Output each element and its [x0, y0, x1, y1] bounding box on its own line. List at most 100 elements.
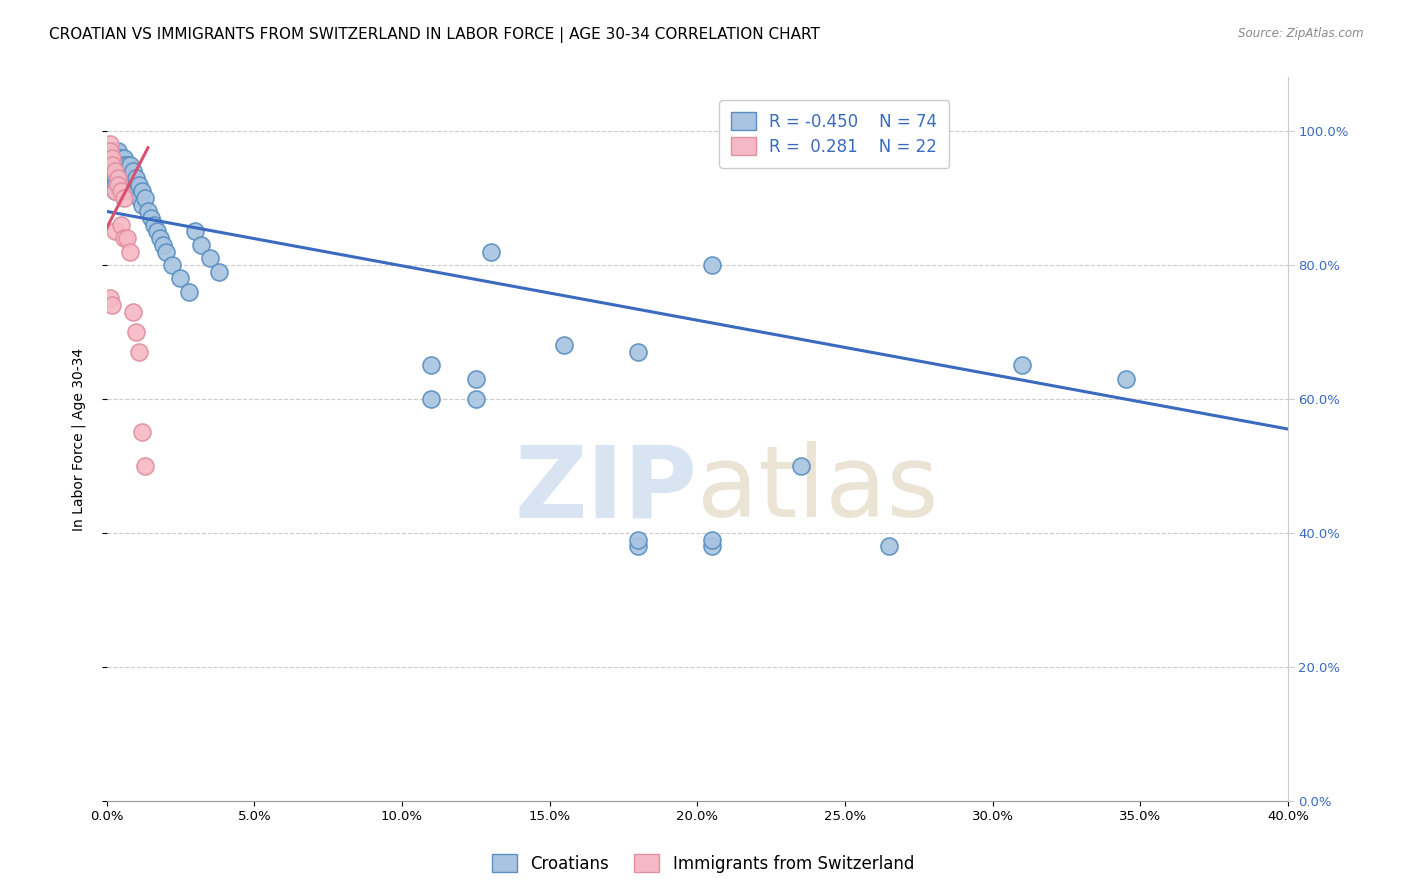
Point — [110, 151, 132, 165]
Point — [104, 164, 127, 178]
Point — [1011, 359, 1033, 373]
Point — [101, 157, 124, 171]
Point — [627, 345, 650, 359]
Point — [117, 231, 139, 245]
Point — [104, 144, 127, 158]
Point — [98, 144, 121, 158]
Legend: Croatians, Immigrants from Switzerland: Croatians, Immigrants from Switzerland — [485, 847, 921, 880]
Point — [104, 184, 127, 198]
Point — [152, 238, 174, 252]
Point — [122, 305, 145, 319]
Legend: R = -0.450    N = 74, R =  0.281    N = 22: R = -0.450 N = 74, R = 0.281 N = 22 — [720, 100, 949, 168]
Point — [117, 157, 139, 171]
Point — [112, 157, 135, 171]
Point — [155, 244, 177, 259]
Point — [107, 164, 129, 178]
Point — [120, 244, 142, 259]
Point — [1115, 372, 1137, 386]
Point — [128, 191, 150, 205]
Point — [107, 178, 129, 192]
Point — [627, 533, 650, 547]
Point — [107, 157, 129, 171]
Point — [104, 151, 127, 165]
Point — [184, 225, 207, 239]
Point — [128, 345, 150, 359]
Point — [131, 184, 153, 198]
Point — [107, 151, 129, 165]
Y-axis label: In Labor Force | Age 30-34: In Labor Force | Age 30-34 — [72, 348, 86, 531]
Point — [125, 170, 148, 185]
Point — [120, 178, 142, 192]
Point — [107, 144, 129, 158]
Point — [101, 170, 124, 185]
Point — [110, 184, 132, 198]
Point — [134, 191, 156, 205]
Point — [112, 191, 135, 205]
Point — [134, 458, 156, 473]
Text: CROATIAN VS IMMIGRANTS FROM SWITZERLAND IN LABOR FORCE | AGE 30-34 CORRELATION C: CROATIAN VS IMMIGRANTS FROM SWITZERLAND … — [49, 27, 820, 43]
Point — [110, 218, 132, 232]
Point — [112, 164, 135, 178]
Point — [208, 265, 231, 279]
Point — [139, 211, 162, 225]
Point — [98, 170, 121, 185]
Point — [110, 170, 132, 185]
Point — [104, 178, 127, 192]
Point — [464, 392, 486, 406]
Point — [190, 238, 212, 252]
Point — [125, 325, 148, 339]
Point — [146, 225, 169, 239]
Point — [101, 298, 124, 312]
Point — [553, 338, 575, 352]
Text: ZIP: ZIP — [515, 442, 697, 538]
Point — [107, 170, 129, 185]
Point — [700, 533, 723, 547]
Point — [101, 151, 124, 165]
Point — [131, 425, 153, 440]
Point — [104, 157, 127, 171]
Point — [101, 151, 124, 165]
Point — [104, 225, 127, 239]
Point — [101, 164, 124, 178]
Point — [98, 157, 121, 171]
Point — [420, 359, 443, 373]
Point — [160, 258, 183, 272]
Point — [110, 164, 132, 178]
Point — [122, 164, 145, 178]
Point — [179, 285, 201, 299]
Point — [104, 170, 127, 185]
Point — [120, 157, 142, 171]
Point — [877, 539, 900, 553]
Point — [131, 197, 153, 211]
Point — [464, 372, 486, 386]
Point — [98, 137, 121, 152]
Point — [128, 178, 150, 192]
Point — [122, 184, 145, 198]
Point — [789, 458, 811, 473]
Text: atlas: atlas — [697, 442, 939, 538]
Point — [479, 244, 502, 259]
Point — [117, 164, 139, 178]
Point — [136, 204, 159, 219]
Point — [125, 184, 148, 198]
Point — [700, 258, 723, 272]
Point — [112, 178, 135, 192]
Point — [98, 292, 121, 306]
Point — [104, 184, 127, 198]
Point — [169, 271, 191, 285]
Point — [112, 151, 135, 165]
Point — [110, 157, 132, 171]
Point — [627, 539, 650, 553]
Point — [142, 218, 165, 232]
Point — [117, 178, 139, 192]
Point — [104, 164, 127, 178]
Point — [420, 392, 443, 406]
Point — [149, 231, 172, 245]
Point — [101, 144, 124, 158]
Point — [98, 151, 121, 165]
Point — [101, 157, 124, 171]
Point — [112, 231, 135, 245]
Point — [110, 178, 132, 192]
Text: Source: ZipAtlas.com: Source: ZipAtlas.com — [1239, 27, 1364, 40]
Point — [198, 252, 221, 266]
